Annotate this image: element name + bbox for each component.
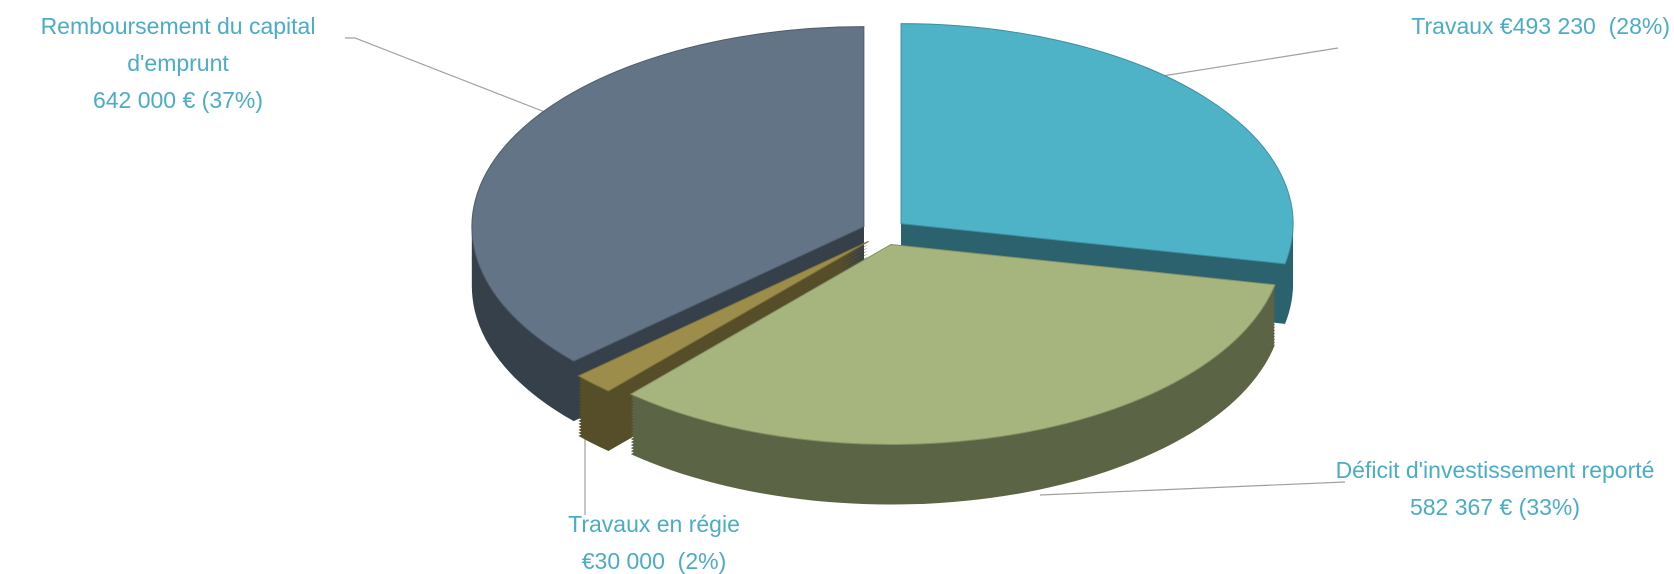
slice (900, 23, 1294, 265)
value-label: 582 367 € (33%) (1409, 494, 1581, 520)
value-label: €493 230 (28%) (1499, 13, 1670, 39)
slice (471, 26, 865, 362)
slice (629, 244, 1276, 446)
slice (577, 240, 869, 392)
category-name: Déficit d'investissement reporté (1335, 457, 1655, 483)
leader-line (1149, 47, 1339, 79)
category-name: Travaux en régie (568, 511, 740, 537)
value-label: 642 000 € (37%) (92, 87, 264, 113)
data-label: Travaux €493 230 (28%) (1150, 8, 1670, 45)
leader-line (345, 37, 551, 115)
data-label: Déficit d'investissement reporté 582 367 … (1335, 452, 1655, 526)
category-name: Remboursement du capital d'emprunt (40, 13, 322, 76)
leader-line (1039, 481, 1346, 496)
data-label: Remboursement du capital d'emprunt 642 00… (0, 8, 356, 119)
value-label: €30 000 (2%) (581, 548, 727, 574)
data-label: Travaux en régie €30 000 (2%) (504, 506, 804, 574)
category-name: Travaux (1411, 13, 1494, 39)
